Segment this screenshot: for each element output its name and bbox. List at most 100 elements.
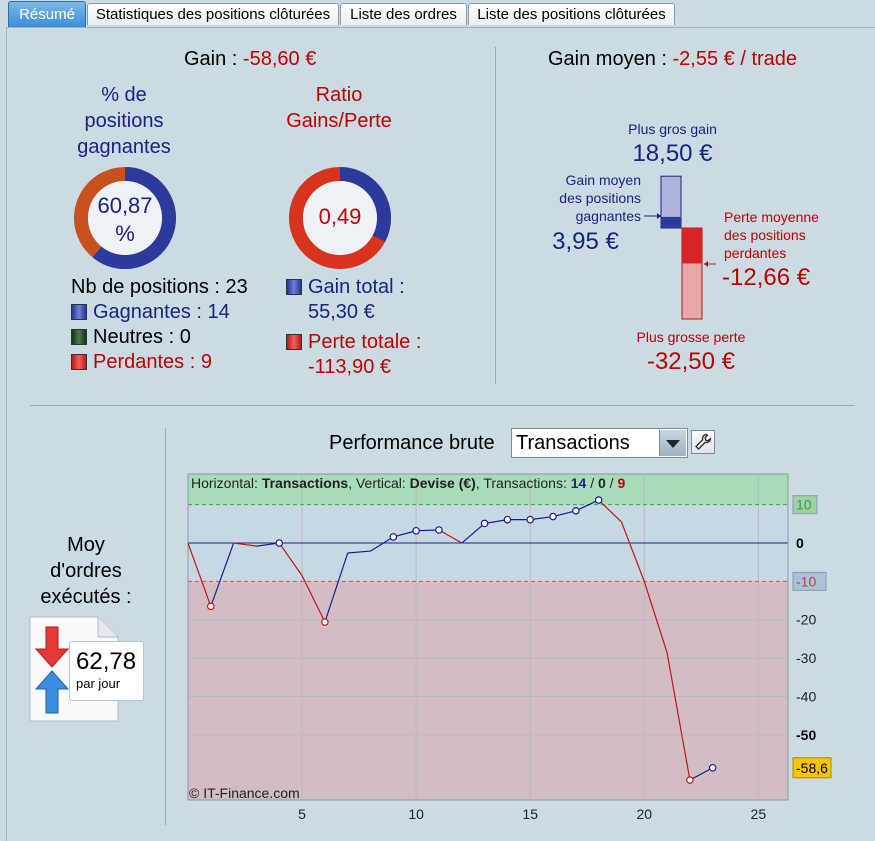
title-line: % de — [101, 84, 147, 106]
average-win-label: Gain moyen des positions gagnantes — [530, 171, 641, 225]
performance-title: Performance brute — [329, 432, 495, 454]
value-line: 60,87 — [97, 193, 153, 218]
series-segment — [689, 767, 713, 781]
info-text: / — [586, 475, 598, 491]
performance-axis-select-value: Transactions — [516, 432, 630, 454]
threshold-badge — [792, 495, 818, 515]
gain-loss-bars — [644, 175, 716, 320]
x-tick-label: 15 — [522, 806, 538, 822]
data-point — [389, 533, 398, 541]
x-tick-label: 25 — [751, 806, 767, 822]
series-segment — [278, 542, 303, 576]
data-point — [207, 602, 215, 611]
tab-closed-positions-stats[interactable]: Statistiques des positions clôturées — [87, 3, 339, 25]
series-segment — [530, 515, 554, 521]
total-loss-label: Perte totale : — [308, 331, 422, 353]
biggest-loss-value: -32,50 € — [646, 348, 736, 375]
series-segment — [416, 529, 439, 532]
biggest-gain-label: Plus gros gain — [628, 121, 717, 137]
loss-legend-square — [286, 334, 302, 350]
info-win-count: 14 — [570, 475, 587, 491]
title-line: gagnantes — [77, 136, 171, 158]
average-loss-arrow — [704, 261, 708, 267]
average-gain-summary: Gain moyen : -2,55 € / trade — [548, 48, 797, 71]
label-line: Gain moyen — [565, 172, 641, 188]
winning-percent-title: % de positions gagnantes — [64, 82, 184, 160]
label-line: gagnantes — [575, 208, 641, 224]
y-tick-label: -30 — [796, 650, 816, 666]
y-tick-label: -40 — [796, 688, 816, 704]
y-tick-label: -10 — [796, 573, 816, 589]
plot-border — [187, 473, 789, 801]
series-segment — [484, 519, 508, 525]
y-tick-label: -50 — [796, 727, 816, 743]
chart-info-line: Horizontal: Transactions, Vertical: Devi… — [191, 475, 625, 491]
chart-copyright: © IT-Finance.com — [189, 785, 300, 801]
data-point — [275, 539, 284, 547]
info-text: Horizontal: — [191, 475, 262, 491]
chevron-down-icon[interactable] — [659, 430, 686, 456]
y-tick-label: 0 — [796, 535, 804, 551]
average-loss-value: -12,66 € — [722, 264, 811, 291]
label-line: des positions — [724, 227, 806, 243]
data-point — [480, 519, 489, 528]
donut-win-arc — [289, 167, 391, 269]
winning-legend-square — [71, 304, 87, 320]
series-segment — [643, 581, 668, 653]
series-segment — [210, 542, 235, 607]
winning-count-label: Gagnantes : 14 — [93, 301, 230, 323]
chart-ticks: 5 10 15 20 25 10 0 -10 -20 -30 -40 -50 -58,6 — [298, 495, 832, 822]
info-horizontal: Transactions — [261, 475, 349, 491]
average-gain-label: Gain moyen : — [548, 48, 673, 70]
tab-bar: Résumé Statistiques des positions clôtur… — [0, 0, 875, 27]
arrow-down-icon — [34, 626, 70, 668]
series-segment — [575, 499, 599, 512]
info-vertical: Devise (€) — [409, 475, 476, 491]
info-text: , Transactions: — [475, 475, 571, 491]
average-orders-title: Moy d'ordres exécutés : — [30, 532, 142, 610]
data-point — [412, 526, 420, 535]
total-gain: Gain total : — [286, 276, 405, 299]
ratio-title: Ratio Gains/Perte — [284, 82, 394, 134]
chart-grid — [187, 473, 789, 801]
total-gain-label: Gain total : — [308, 276, 405, 298]
chart-lines — [187, 499, 713, 781]
title-line: d'ordres — [50, 560, 122, 582]
orders-per-day-unit: par jour — [76, 676, 121, 691]
losing-legend-square — [71, 354, 87, 370]
series-segment — [598, 499, 622, 523]
series-segment — [347, 550, 371, 554]
separator-vertical-top — [495, 47, 496, 384]
biggest-loss-label: Plus grosse perte — [636, 329, 746, 345]
title-line: exécutés : — [40, 586, 132, 608]
data-point — [572, 507, 580, 515]
title-line: Ratio — [315, 84, 363, 106]
x-tick-label: 10 — [408, 806, 424, 822]
wrench-icon[interactable] — [691, 430, 715, 454]
info-text: / — [605, 475, 618, 491]
label-line: Perte moyenne — [724, 209, 819, 225]
series-segment — [461, 523, 485, 544]
tab-closed-positions-list[interactable]: Liste des positions clôturées — [468, 3, 675, 25]
series-segment — [552, 510, 576, 518]
tab-resume[interactable]: Résumé — [8, 1, 86, 27]
title-line: Gains/Perte — [286, 110, 392, 132]
current-value-label: -58,6 — [796, 760, 828, 776]
series-segment — [324, 552, 349, 623]
performance-axis-select[interactable]: Transactions — [511, 428, 688, 458]
average-win-value: 3,95 € — [552, 228, 619, 255]
title-line: positions — [84, 110, 164, 132]
tab-orders-list[interactable]: Liste des ordres — [340, 3, 467, 25]
value-line: % — [115, 221, 135, 246]
series-segment — [233, 542, 257, 547]
donut-center — [88, 181, 162, 255]
orders-per-day-box: 62,78 par jour — [69, 641, 144, 701]
total-gain-value: 55,30 € — [308, 301, 375, 323]
y-tick-label: -20 — [796, 612, 816, 628]
losing-count-label: Perdantes : 9 — [93, 351, 212, 373]
neutral-legend-square — [71, 329, 87, 345]
data-point — [708, 763, 717, 772]
negative-zone — [188, 581, 788, 800]
series-segment — [301, 575, 326, 623]
neutral-count: Neutres : 0 — [71, 326, 191, 349]
